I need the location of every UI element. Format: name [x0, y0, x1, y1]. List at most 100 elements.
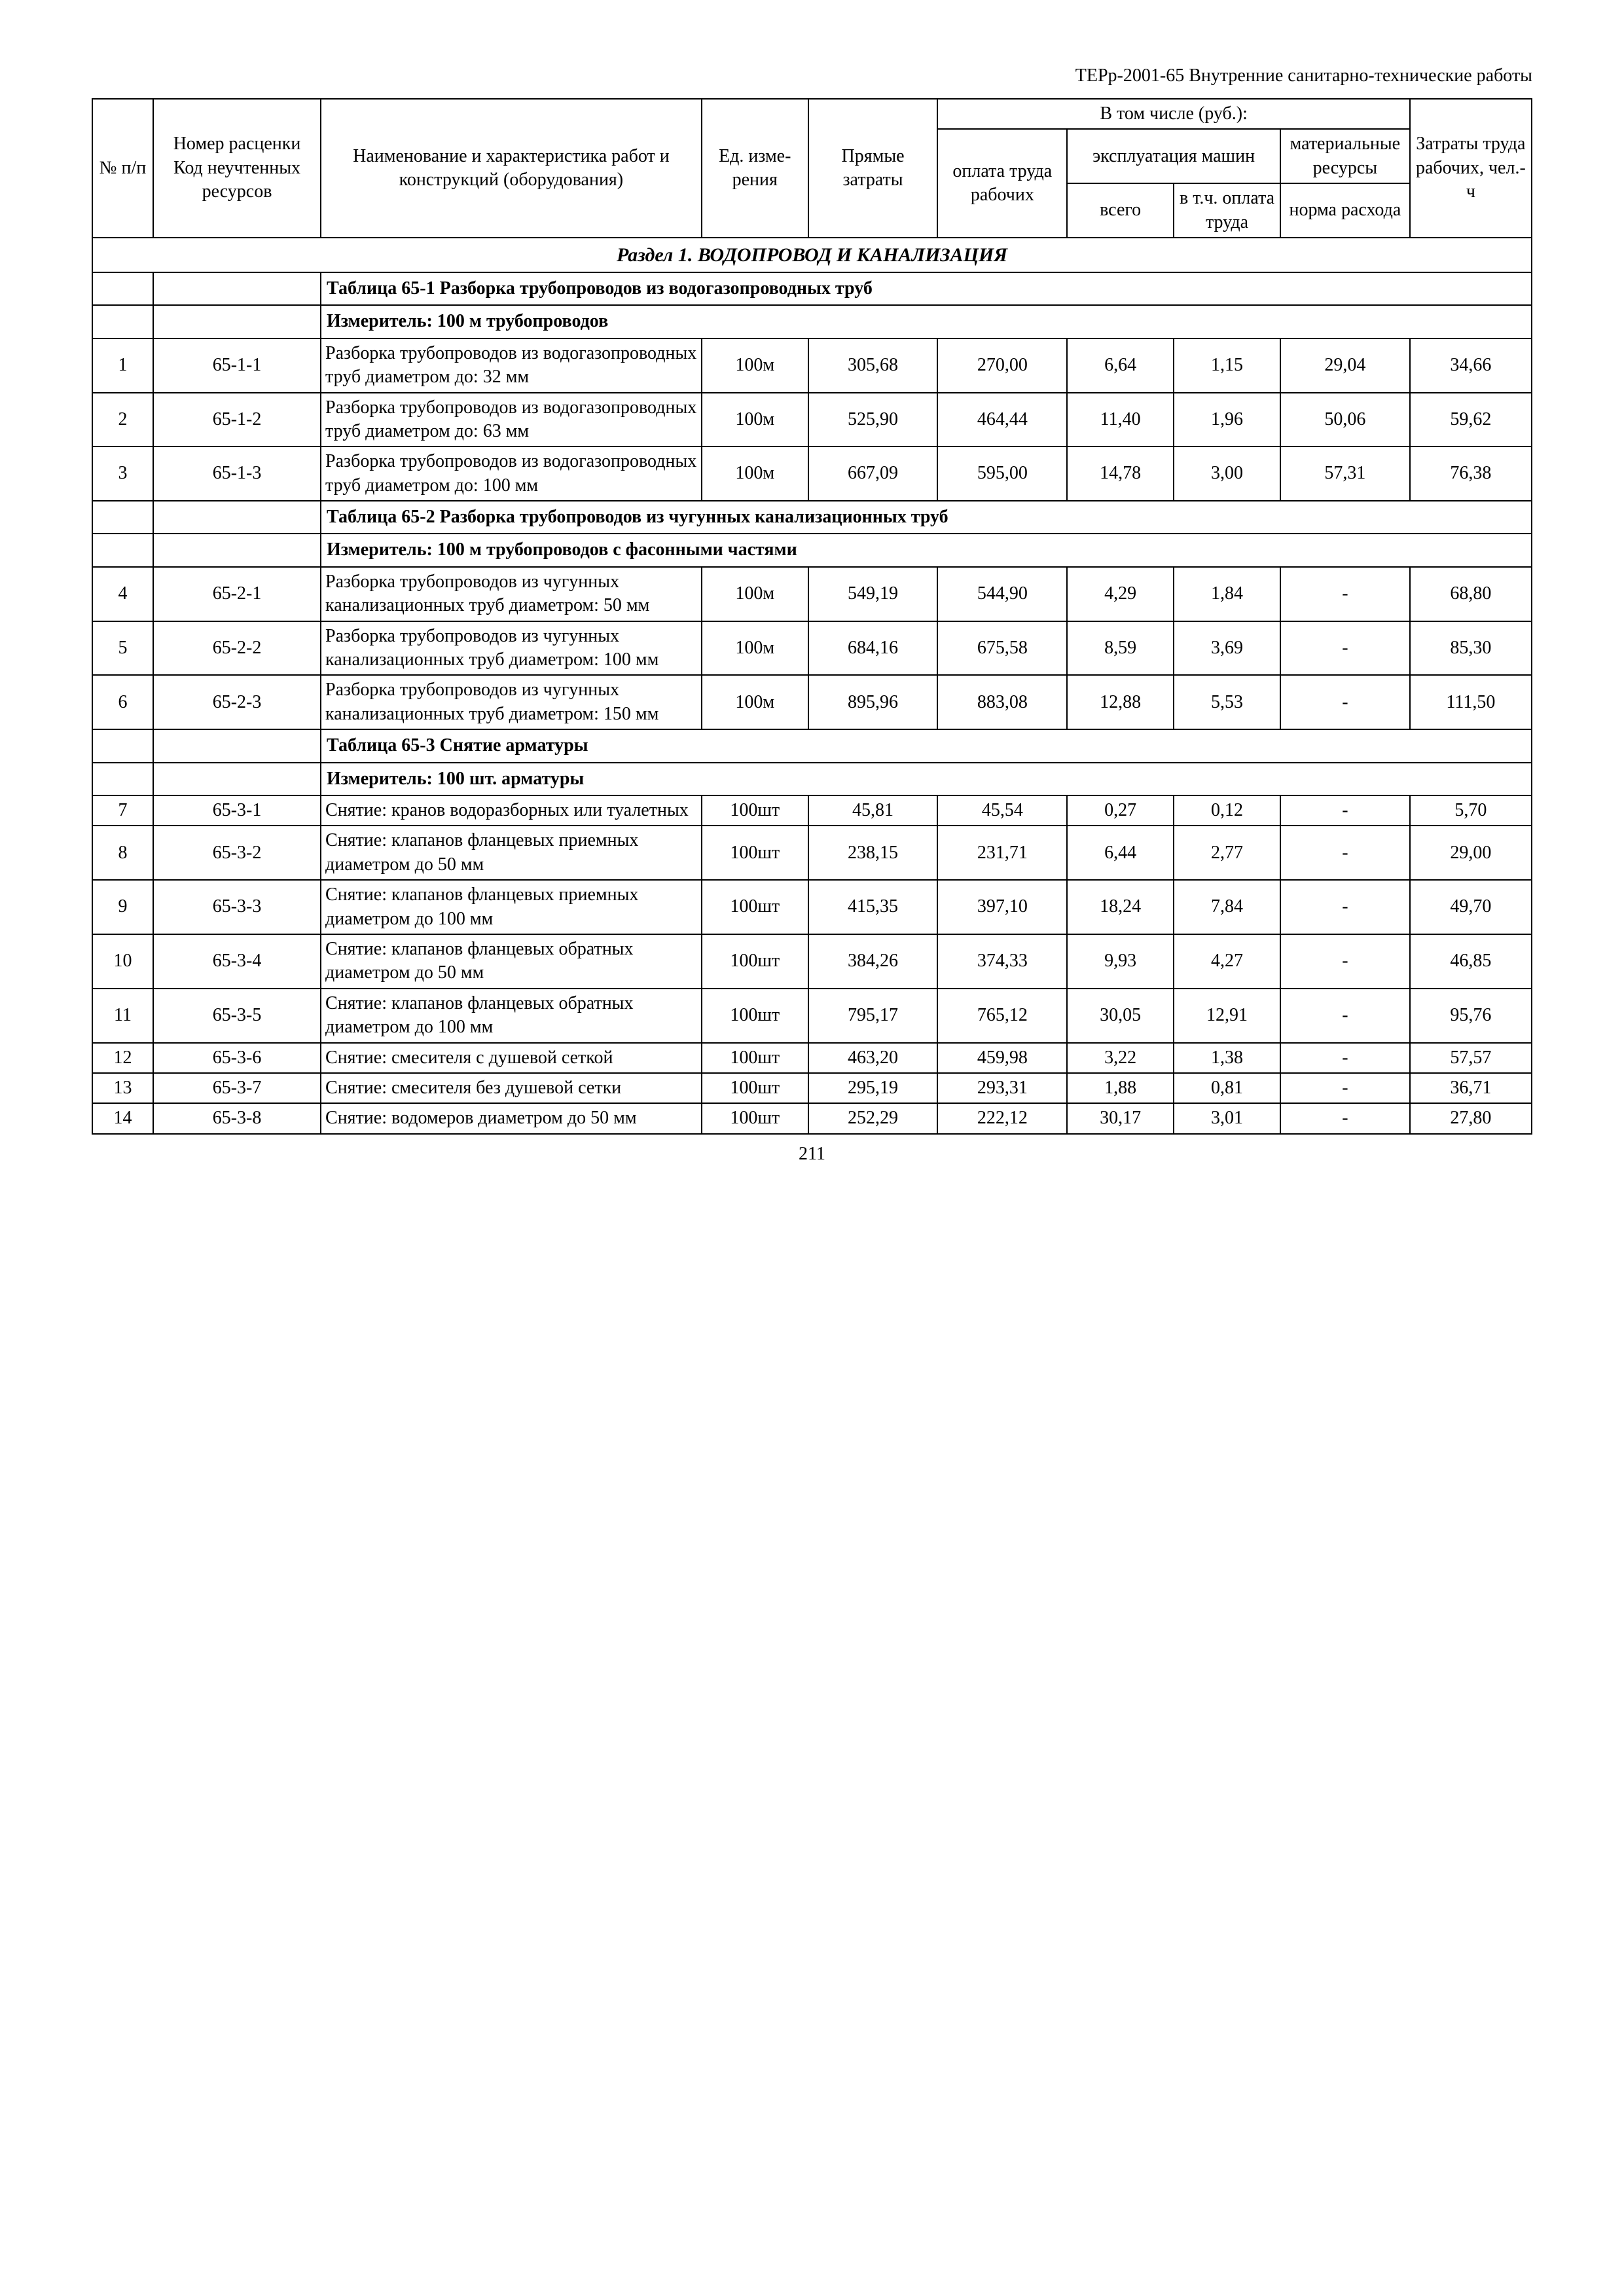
- row-mach-inc: 0,12: [1174, 795, 1280, 826]
- row-name: Разборка трубопроводов из водогазопровод…: [321, 393, 702, 447]
- hdr-unit: Ед. изме­рения: [702, 99, 808, 238]
- row-hours: 34,66: [1410, 338, 1532, 393]
- row-num: 13: [92, 1073, 153, 1103]
- row-labor: 595,00: [937, 446, 1067, 501]
- table-row: 665-2-3Разборка трубопроводов из чугунны…: [92, 675, 1532, 729]
- measure-title: Измеритель: 100 м трубопроводов: [321, 305, 1532, 338]
- measure-title: Измеритель: 100 шт. арматуры: [321, 763, 1532, 795]
- row-num: 7: [92, 795, 153, 826]
- hdr-direct-cost: Прямые затраты: [808, 99, 938, 238]
- row-name: Снятие: клапанов фланцевых обратных диам…: [321, 934, 702, 989]
- hdr-name: Наименование и характеристика работ и ко…: [321, 99, 702, 238]
- table-title-row: Таблица 65-2 Разборка трубопроводов из ч…: [92, 501, 1532, 534]
- row-mach-total: 4,29: [1067, 567, 1174, 621]
- row-direct: 525,90: [808, 393, 938, 447]
- row-direct: 252,29: [808, 1103, 938, 1133]
- row-labor: 883,08: [937, 675, 1067, 729]
- table-row: 1365-3-7Снятие: смесителя без душевой се…: [92, 1073, 1532, 1103]
- row-hours: 68,80: [1410, 567, 1532, 621]
- row-labor: 374,33: [937, 934, 1067, 989]
- table-row: 365-1-3Разборка трубопроводов из водогаз…: [92, 446, 1532, 501]
- header-row-1: № п/п Номер расценки Код неучтенных ресу…: [92, 99, 1532, 129]
- empty-cell: [92, 534, 153, 566]
- row-mach-total: 12,88: [1067, 675, 1174, 729]
- section-title-row: Раздел 1. ВОДОПРОВОД И КАНАЛИЗАЦИЯ: [92, 238, 1532, 272]
- row-materials: -: [1280, 621, 1410, 676]
- row-name: Снятие: кранов водоразборных или туалетн…: [321, 795, 702, 826]
- hdr-code: Номер расценки Код неучтенных ресурсов: [153, 99, 321, 238]
- row-unit: 100м: [702, 393, 808, 447]
- row-mach-total: 3,22: [1067, 1043, 1174, 1073]
- row-name: Разборка трубопроводов из чугунных канал…: [321, 675, 702, 729]
- empty-cell: [92, 501, 153, 534]
- row-mach-total: 18,24: [1067, 880, 1174, 934]
- table-row: 565-2-2Разборка трубопроводов из чугунны…: [92, 621, 1532, 676]
- row-num: 12: [92, 1043, 153, 1073]
- row-mach-inc: 1,84: [1174, 567, 1280, 621]
- row-labor: 675,58: [937, 621, 1067, 676]
- hdr-labor-hours: Затра­ты труда рабо­чих, чел.-ч: [1410, 99, 1532, 238]
- row-hours: 85,30: [1410, 621, 1532, 676]
- row-labor: 459,98: [937, 1043, 1067, 1073]
- row-materials: 50,06: [1280, 393, 1410, 447]
- table-title: Таблица 65-2 Разборка трубопроводов из ч…: [321, 501, 1532, 534]
- row-mach-inc: 12,91: [1174, 989, 1280, 1043]
- row-hours: 95,76: [1410, 989, 1532, 1043]
- row-name: Снятие: клапанов фланцевых приемных диам…: [321, 880, 702, 934]
- table-title: Таблица 65-3 Снятие арматуры: [321, 729, 1532, 762]
- row-unit: 100м: [702, 446, 808, 501]
- row-code: 65-3-2: [153, 826, 321, 880]
- row-mach-inc: 5,53: [1174, 675, 1280, 729]
- row-hours: 49,70: [1410, 880, 1532, 934]
- row-direct: 895,96: [808, 675, 938, 729]
- row-materials: -: [1280, 880, 1410, 934]
- row-unit: 100шт: [702, 989, 808, 1043]
- row-mach-inc: 2,77: [1174, 826, 1280, 880]
- table-row: 1265-3-6Снятие: смесителя с душевой сетк…: [92, 1043, 1532, 1073]
- row-direct: 384,26: [808, 934, 938, 989]
- row-code: 65-3-7: [153, 1073, 321, 1103]
- row-code: 65-1-3: [153, 446, 321, 501]
- section-title: Раздел 1. ВОДОПРОВОД И КАНАЛИЗАЦИЯ: [92, 238, 1532, 272]
- empty-cell: [92, 763, 153, 795]
- row-code: 65-2-3: [153, 675, 321, 729]
- row-unit: 100шт: [702, 1043, 808, 1073]
- hdr-mach-inc: в т.ч. оплата труда: [1174, 183, 1280, 238]
- row-mach-inc: 0,81: [1174, 1073, 1280, 1103]
- row-code: 65-3-5: [153, 989, 321, 1043]
- row-code: 65-1-2: [153, 393, 321, 447]
- rates-table: № п/п Номер расценки Код неучтенных ресу…: [92, 98, 1532, 1135]
- empty-cell: [92, 272, 153, 305]
- row-materials: -: [1280, 934, 1410, 989]
- row-materials: -: [1280, 1103, 1410, 1133]
- row-unit: 100шт: [702, 934, 808, 989]
- row-mach-inc: 1,15: [1174, 338, 1280, 393]
- row-hours: 29,00: [1410, 826, 1532, 880]
- row-direct: 463,20: [808, 1043, 938, 1073]
- measure-title: Измеритель: 100 м трубопроводов с фасонн…: [321, 534, 1532, 566]
- row-unit: 100м: [702, 675, 808, 729]
- row-hours: 5,70: [1410, 795, 1532, 826]
- row-mach-total: 0,27: [1067, 795, 1174, 826]
- row-labor: 270,00: [937, 338, 1067, 393]
- table-row: 1465-3-8Снятие: водомеров диаметром до 5…: [92, 1103, 1532, 1133]
- row-materials: -: [1280, 1043, 1410, 1073]
- row-code: 65-1-1: [153, 338, 321, 393]
- row-unit: 100шт: [702, 795, 808, 826]
- row-unit: 100шт: [702, 826, 808, 880]
- row-hours: 57,57: [1410, 1043, 1532, 1073]
- table-title: Таблица 65-1 Разборка трубопроводов из в…: [321, 272, 1532, 305]
- table-row: 865-3-2Снятие: клапанов фланцевых приемн…: [92, 826, 1532, 880]
- row-hours: 27,80: [1410, 1103, 1532, 1133]
- row-mach-inc: 3,69: [1174, 621, 1280, 676]
- row-direct: 415,35: [808, 880, 938, 934]
- row-num: 4: [92, 567, 153, 621]
- row-num: 3: [92, 446, 153, 501]
- row-direct: 45,81: [808, 795, 938, 826]
- row-name: Снятие: клапанов фланцевых обратных диам…: [321, 989, 702, 1043]
- row-num: 11: [92, 989, 153, 1043]
- row-hours: 76,38: [1410, 446, 1532, 501]
- row-unit: 100шт: [702, 880, 808, 934]
- row-mach-total: 9,93: [1067, 934, 1174, 989]
- row-hours: 111,50: [1410, 675, 1532, 729]
